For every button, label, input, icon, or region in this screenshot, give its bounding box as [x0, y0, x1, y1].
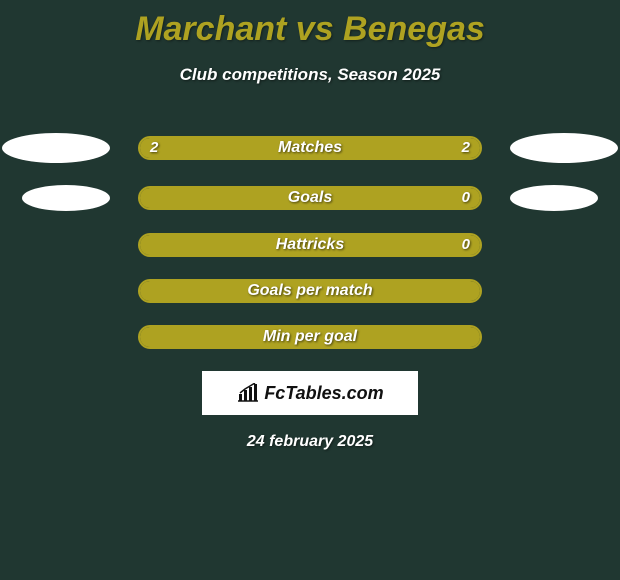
stat-bar: Min per goal: [138, 325, 482, 349]
stat-row: Hattricks0: [0, 233, 620, 257]
subtitle: Club competitions, Season 2025: [0, 65, 620, 85]
stat-value-right: 0: [462, 235, 470, 255]
stat-label: Min per goal: [140, 327, 480, 347]
stat-value-left: 2: [150, 138, 158, 158]
stat-label: Matches: [140, 138, 480, 158]
stat-bar: Goals0: [138, 186, 482, 210]
stat-bar: Matches2 2: [138, 136, 482, 160]
player-right-ellipse: [510, 133, 618, 163]
logo-box: FcTables.com: [202, 371, 418, 415]
bar-chart-icon: [236, 383, 260, 403]
stat-rows-container: Matches22Goals0Hattricks0Goals per match…: [0, 133, 620, 349]
stat-bar: Hattricks0: [138, 233, 482, 257]
stat-value-right: 0: [462, 188, 470, 208]
stat-row: Goals per match: [0, 279, 620, 303]
stat-row: Min per goal: [0, 325, 620, 349]
stat-label: Goals per match: [140, 281, 480, 301]
player-left-ellipse: [2, 133, 110, 163]
logo-text: FcTables.com: [264, 383, 383, 404]
stat-label: Goals: [140, 188, 480, 208]
stat-row: Goals0: [0, 185, 620, 211]
page-title: Marchant vs Benegas: [0, 0, 620, 49]
stat-value-right: 2: [462, 138, 470, 158]
date-label: 24 february 2025: [0, 433, 620, 451]
stat-row: Matches2 2: [0, 133, 620, 163]
player-right-ellipse: [510, 185, 598, 211]
stat-bar: Goals per match: [138, 279, 482, 303]
player-left-ellipse: [22, 185, 110, 211]
stat-label: Hattricks: [140, 235, 480, 255]
